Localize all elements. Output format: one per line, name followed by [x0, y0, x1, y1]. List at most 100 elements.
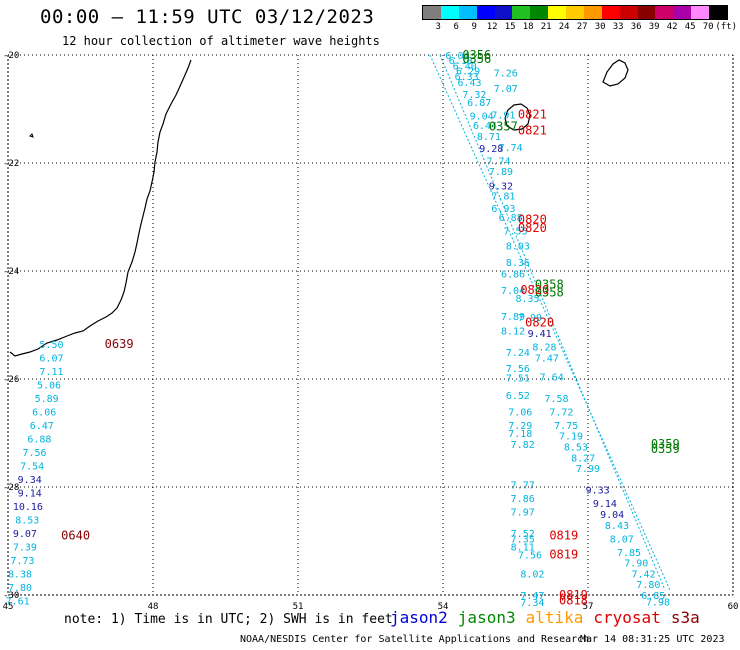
- pass-time-label: 0819: [549, 529, 578, 543]
- legend-swatch: [423, 6, 441, 19]
- wave-height-label: 7.52: [511, 529, 535, 540]
- satellite-legend-cryosat: cryosat: [593, 608, 661, 627]
- latitude-tick-label: -30: [3, 591, 19, 601]
- pass-time-label: 0358: [535, 278, 564, 292]
- wave-height-label: 8.36: [506, 258, 530, 269]
- legend-label: 70: [702, 22, 714, 32]
- latitude-tick-label: -28: [3, 483, 19, 493]
- wave-height-label: 7.58: [545, 394, 569, 405]
- wave-height-label: 7.07: [494, 84, 518, 95]
- wave-height-label: 7.19: [559, 432, 583, 443]
- longitude-tick-label: 48: [148, 602, 159, 612]
- wave-height-label: 7.90: [624, 559, 648, 570]
- legend-label: 12: [486, 22, 498, 32]
- wave-height-label: 7.97: [511, 507, 535, 518]
- wave-height-label: 7.47: [535, 353, 559, 364]
- wave-height-label: 7.11: [39, 367, 63, 378]
- latitude-tick-label: -22: [3, 159, 19, 169]
- wave-height-label: 6.52: [506, 391, 530, 402]
- legend-label: 15: [504, 22, 516, 32]
- wave-height-label: 8.28: [532, 343, 556, 354]
- wave-height-label: 6.33: [455, 72, 479, 83]
- wave-height-label: 5.89: [35, 394, 59, 405]
- wave-height-label: 8.03: [506, 242, 530, 253]
- wave-height-label: 7.85: [617, 548, 641, 559]
- longitude-tick-label: 60: [728, 602, 739, 612]
- legend-swatch: [655, 6, 674, 19]
- legend-label: 9: [471, 22, 477, 32]
- wave-height-label: 6.88: [499, 213, 523, 224]
- pass-time-label: 0820: [525, 315, 554, 329]
- wave-height-label: 6.43: [458, 78, 482, 89]
- wave-height-label: 6.29: [456, 67, 480, 78]
- wave-height-label: 8.07: [610, 534, 634, 545]
- legend-label: 42: [666, 22, 678, 32]
- legend-label: 36: [630, 22, 642, 32]
- legend-swatch: [440, 6, 459, 19]
- islet-coastline: [29, 133, 34, 138]
- wave-height-label: 7.64: [540, 372, 564, 383]
- wave-height-label: 5.50: [39, 340, 63, 351]
- wave-height-label: 6.87: [467, 98, 491, 109]
- legend-swatch: [530, 6, 549, 19]
- wave-height-label: 7.72: [549, 407, 573, 418]
- wave-height-label: 7.29: [508, 421, 532, 432]
- wave-height-label: 9.04: [470, 111, 494, 122]
- wave-height-label: 9.33: [586, 486, 610, 497]
- wave-height-label: 7.86: [511, 494, 535, 505]
- longitude-tick-label: 45: [3, 602, 14, 612]
- wave-height-label: 7.75: [554, 421, 578, 432]
- wave-height-label: 6.07: [39, 353, 63, 364]
- wave-height-label: 8.71: [477, 132, 501, 143]
- madagascar-coastline: [9, 59, 192, 357]
- map-title: 00:00 — 11:59 UTC 03/12/2023: [40, 6, 375, 28]
- map-grid: [7, 54, 734, 596]
- pass-time-label: 0640: [61, 529, 90, 543]
- wave-height-label: 8.02: [520, 569, 544, 580]
- legend-label: 3: [435, 22, 441, 32]
- wave-height-label: 9.28: [479, 144, 503, 155]
- legend-swatch: [691, 6, 709, 19]
- pass-time-label: 0821: [518, 107, 547, 121]
- wave-height-label: 7.39: [13, 542, 37, 553]
- satellite-legend-jason3: jason3: [457, 608, 516, 627]
- wave-height-label: 8.12: [501, 326, 525, 337]
- legend-swatch: [476, 6, 495, 19]
- wave-height-label: 7.82: [511, 440, 535, 451]
- legend-label: 6: [453, 22, 459, 32]
- wave-height-label: 10.16: [13, 502, 43, 513]
- wave-height-label: 6.85: [641, 591, 665, 602]
- pass-time-label: 0821: [518, 124, 547, 138]
- wave-height-label: 7.42: [632, 569, 656, 580]
- pass-time-label: 0356: [462, 52, 491, 66]
- legend-label: 45: [684, 22, 696, 32]
- wave-height-label: 6.06: [32, 407, 56, 418]
- latitude-tick-label: -24: [3, 267, 19, 277]
- wave-height-label: 9.07: [13, 529, 37, 540]
- wave-height-label: 7.54: [20, 461, 44, 472]
- pass-time-label: 0820: [518, 213, 547, 227]
- wave-height-label: 6.93: [491, 204, 515, 215]
- wave-height-label: 8.53: [564, 443, 588, 454]
- wave-height-label: 8.27: [571, 453, 595, 464]
- wave-height-labels: 6.046.186.406.296.336.437.326.87 7.26 7.07…: [6, 48, 680, 609]
- wave-height-label: 7.99: [518, 313, 542, 324]
- longitude-tick-label: 57: [583, 602, 594, 612]
- pass-time-label: 0356: [462, 48, 491, 62]
- pass-time-label: 0359: [651, 442, 680, 456]
- note-text: note: 1) Time is in UTC; 2) SWH is in fe…: [64, 612, 393, 627]
- wave-height-label: 7.51: [506, 373, 530, 384]
- legend-swatch: [673, 6, 692, 19]
- wave-height-label: 7.24: [506, 348, 530, 359]
- legend-swatch: [458, 6, 477, 19]
- legend-label: 21: [540, 22, 552, 32]
- wave-height-label: 7.56: [23, 448, 47, 459]
- pass-time-label: 0358: [535, 286, 564, 300]
- track-line: [439, 54, 666, 591]
- pass-time-label: 0357: [489, 119, 518, 133]
- satellite-legend-altika: altika: [525, 608, 584, 627]
- map-subtitle: 12 hour collection of altimeter wave hei…: [62, 34, 380, 48]
- legend-swatch: [566, 6, 584, 19]
- legend-label: 27: [576, 22, 588, 32]
- map-frame: [7, 54, 734, 596]
